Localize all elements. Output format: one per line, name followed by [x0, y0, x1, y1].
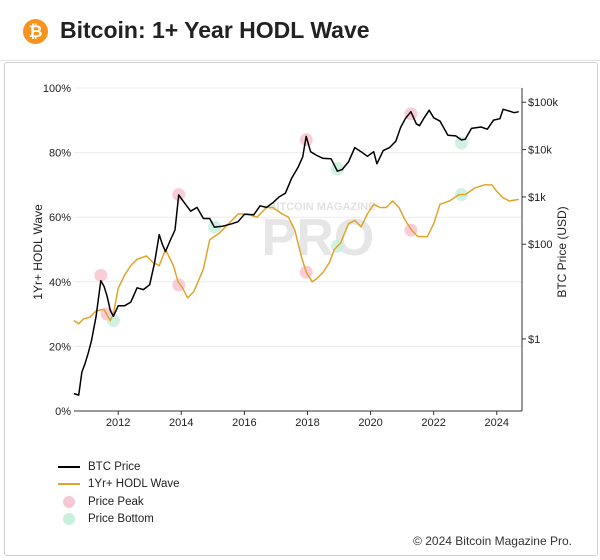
- y-tick-label: 80%: [49, 148, 71, 160]
- price-peak-marker: [404, 107, 418, 121]
- hodl-wave-swatch: [58, 483, 80, 486]
- y2-axis-label: BTC Price (USD): [555, 206, 569, 297]
- price-bottom-swatch: [63, 513, 75, 526]
- x-tick-label: 2018: [295, 417, 319, 429]
- copyright-text: © 2024 Bitcoin Magazine Pro.: [413, 534, 572, 548]
- y2-tick-label: $1k: [528, 192, 546, 204]
- y-tick-label: 20%: [49, 341, 71, 353]
- axes: [74, 88, 523, 412]
- price-peak-marker: [94, 268, 108, 282]
- price-peak-swatch: [63, 495, 75, 508]
- x-tick-label: 2020: [358, 417, 382, 429]
- x-tick-label: 2022: [421, 417, 445, 429]
- legend-label: BTC Price: [88, 460, 141, 473]
- legend-item-price-peak[interactable]: Price Peak: [58, 493, 180, 511]
- y2-tick-label: $100: [528, 239, 552, 251]
- y2-tick-label: $100k: [528, 97, 558, 109]
- watermark: BITCOIN MAGAZINE PRO: [262, 201, 376, 267]
- y2-tick-label: $10k: [528, 145, 552, 157]
- price-bottom-marker: [106, 314, 120, 328]
- y-tick-label: 100%: [43, 83, 71, 95]
- legend-label: 1Yr+ HODL Wave: [88, 478, 180, 491]
- btc-price-swatch: [58, 465, 80, 468]
- y-tick-label: 40%: [49, 277, 71, 289]
- x-tick-label: 2012: [106, 417, 130, 429]
- x-tick-label: 2024: [485, 417, 509, 429]
- legend-label: Price Peak: [88, 495, 144, 508]
- watermark-big-text: PRO: [262, 209, 375, 267]
- btc-price-line: [73, 108, 519, 396]
- legend: BTC Price 1Yr+ HODL Wave Price Peak Pric…: [58, 458, 180, 528]
- hodl-wave-line: [73, 184, 519, 325]
- legend-label: Price Bottom: [88, 513, 154, 526]
- bitcoin-logo-icon: ₿: [23, 19, 48, 44]
- y2-tick-label: $1: [528, 334, 540, 346]
- series-lines: [73, 108, 519, 396]
- x-tick-label: 2014: [169, 417, 193, 429]
- page-header: ₿ Bitcoin: 1+ Year HODL Wave: [0, 0, 600, 61]
- legend-item-price-bottom[interactable]: Price Bottom: [58, 511, 180, 529]
- tick-labels: 0% 20% 40% 60% 80% 100% $1 $100 $1k $10k $100k 2012…: [43, 83, 559, 429]
- legend-item-btc-price[interactable]: BTC Price: [58, 458, 180, 476]
- page-title: Bitcoin: 1+ Year HODL Wave: [60, 17, 370, 43]
- watermark-small-text: BITCOIN MAGAZINE: [269, 201, 376, 213]
- legend-item-hodl-wave[interactable]: 1Yr+ HODL Wave: [58, 476, 180, 494]
- y-tick-label: 60%: [49, 212, 71, 224]
- y-axis-label: 1Yr+ HODL Wave: [31, 204, 45, 300]
- y-tick-label: 0%: [55, 406, 71, 418]
- x-tick-label: 2016: [232, 417, 256, 429]
